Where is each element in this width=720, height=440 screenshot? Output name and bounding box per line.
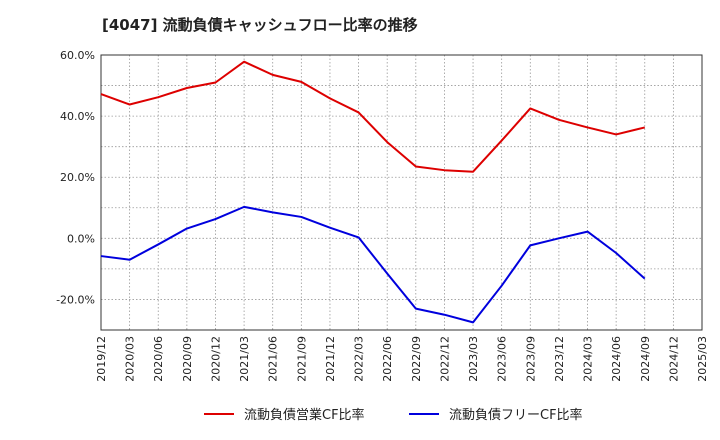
x-tick-label: 2021/12 [324, 336, 337, 382]
x-tick-label: 2020/06 [152, 336, 165, 382]
x-tick-label: 2022/03 [353, 336, 366, 382]
y-tick-label: 60.0% [60, 49, 95, 62]
plot-area [101, 55, 702, 330]
x-tick-label: 2022/06 [381, 336, 394, 382]
series-layer [100, 60, 646, 324]
x-tick-label: 2024/06 [610, 336, 623, 382]
y-tick-label: -20.0% [56, 293, 95, 306]
x-tick-label: 2024/09 [639, 336, 652, 382]
x-tick-label: 2021/03 [238, 336, 251, 382]
chart-title: [4047] 流動負債キャッシュフロー比率の推移 [102, 16, 418, 34]
x-tick-label: 2023/03 [467, 336, 480, 382]
x-tick-label: 2020/12 [209, 336, 222, 382]
plot-border [100, 54, 703, 331]
x-tick-label: 2022/09 [410, 336, 423, 382]
x-tick-label: 2021/09 [295, 336, 308, 382]
legend-label-1: 流動負債営業CF比率 [244, 407, 365, 423]
x-tick-label: 2022/12 [438, 336, 451, 382]
series-line-2 [100, 205, 646, 324]
y-tick-label: 40.0% [60, 110, 95, 123]
x-tick-label: 2024/03 [582, 336, 595, 382]
x-tick-label: 2023/12 [553, 336, 566, 382]
x-tick-label: 2020/09 [181, 336, 194, 382]
x-tick-label: 2024/12 [667, 336, 680, 382]
y-tick-label: 20.0% [60, 171, 95, 184]
legend-label-2: 流動負債フリーCF比率 [449, 407, 583, 423]
x-tick-label: 2023/06 [496, 336, 509, 382]
x-tick-label: 2021/06 [267, 336, 280, 382]
series-line-1 [100, 60, 645, 173]
y-tick-label: 0.0% [67, 232, 95, 245]
legend: 流動負債営業CF比率 流動負債フリーCF比率 [204, 407, 583, 423]
x-tick-label: 2025/03 [696, 336, 709, 382]
x-tick-label: 2020/03 [124, 336, 137, 382]
x-tick-label: 2023/09 [524, 336, 537, 382]
axis-layer: -20.0% 0.0% 20.0% 40.0% 60.0% 2019/12 2020/03 2… [56, 49, 709, 382]
x-tick-label: 2019/12 [95, 336, 108, 382]
grid-layer [101, 55, 702, 330]
